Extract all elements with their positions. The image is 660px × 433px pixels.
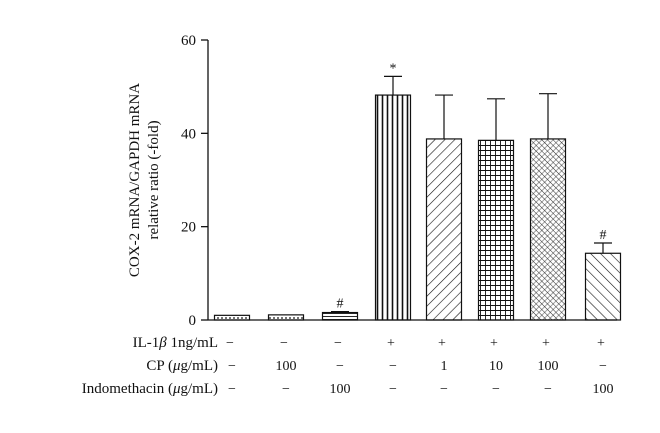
condition-row-label: Indomethacin (μg/mL) (82, 381, 218, 397)
bar (267, 314, 305, 321)
condition-cell: + (597, 336, 605, 351)
condition-cell: − (544, 382, 552, 397)
condition-cell: − (492, 382, 500, 397)
bar (213, 314, 251, 321)
condition-cell: − (599, 359, 607, 374)
condition-cell: − (226, 336, 234, 351)
significance-marker: # (600, 228, 607, 243)
condition-cell: − (334, 336, 342, 351)
bar (584, 252, 622, 321)
y-axis-title-line-1: COX-2 mRNA/GAPDH mRNA (127, 83, 143, 277)
condition-row-label: IL-1β 1ng/mL (133, 335, 218, 351)
y-tick-label: 40 (181, 126, 196, 142)
y-tick-label: 0 (189, 313, 197, 329)
condition-cell: 10 (489, 359, 503, 374)
condition-cell: − (228, 359, 236, 374)
condition-cell: − (280, 336, 288, 351)
condition-cell: − (389, 382, 397, 397)
condition-cell: + (438, 336, 446, 351)
significance-marker: * (390, 61, 397, 76)
condition-cell: − (389, 359, 397, 374)
condition-cell: 100 (593, 382, 614, 397)
condition-cell: + (387, 336, 395, 351)
condition-cell: 100 (538, 359, 559, 374)
bars: # * # (213, 61, 622, 321)
condition-cell: + (490, 336, 498, 351)
bar (477, 139, 515, 321)
y-axis-title-line-2: relative ratio (-fold) (146, 120, 162, 239)
y-axis-title: COX-2 mRNA/GAPDH mRNA relative ratio (-f… (127, 83, 162, 277)
condition-cell: 1 (441, 359, 448, 374)
significance-marker: # (337, 297, 344, 312)
bar (374, 94, 412, 321)
condition-cell: − (282, 382, 290, 397)
y-tick-label: 20 (181, 220, 196, 236)
condition-cell: + (542, 336, 550, 351)
y-tick-label: 60 (181, 33, 196, 49)
condition-table: IL-1β 1ng/mL − − − + + + + +CP (μg/mL) −100− −1 10 1… (82, 335, 614, 397)
condition-row-label: CP (μg/mL) (146, 358, 218, 374)
condition-cell: − (440, 382, 448, 397)
condition-cell: − (228, 382, 236, 397)
bar (425, 138, 463, 321)
condition-cell: 100 (330, 382, 351, 397)
y-axis: 0 20 40 60 (181, 33, 209, 329)
bar (529, 138, 567, 321)
condition-cell: 100 (276, 359, 297, 374)
condition-cell: − (336, 359, 344, 374)
bar (321, 311, 359, 321)
